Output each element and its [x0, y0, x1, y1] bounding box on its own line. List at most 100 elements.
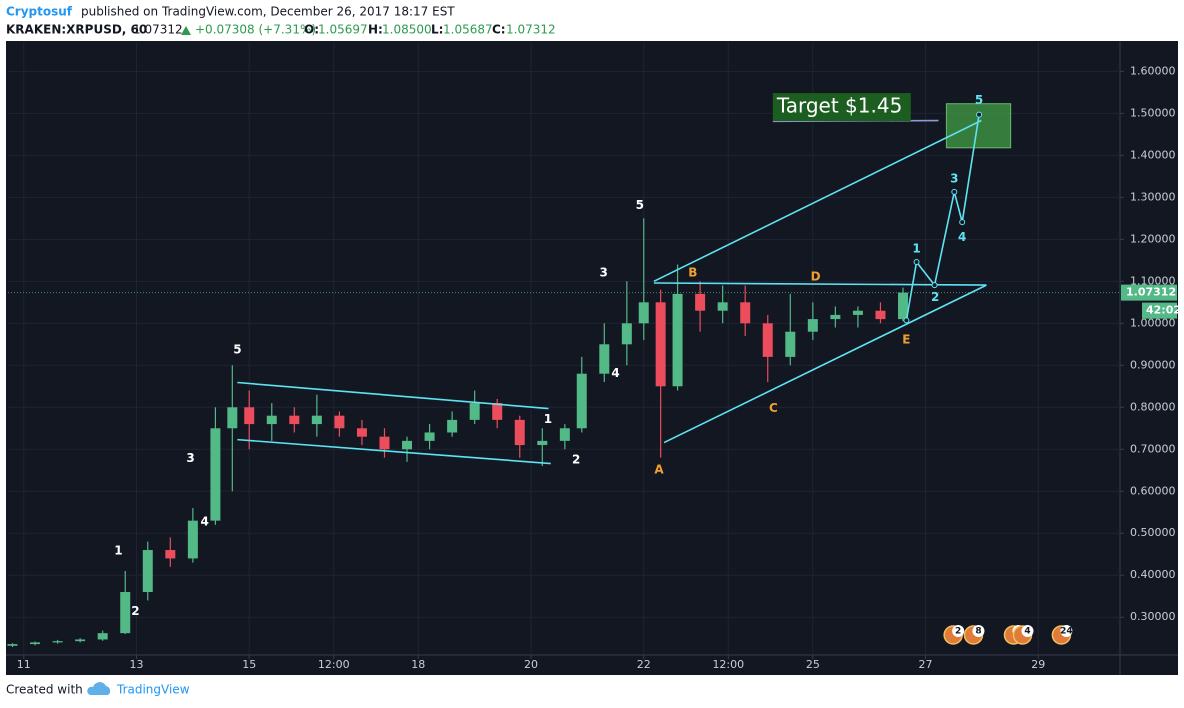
candle-body [165, 550, 176, 559]
candle-body [289, 415, 300, 425]
candle-body [210, 428, 221, 521]
wave-label: 5 [975, 93, 983, 107]
event-count: 8 [975, 627, 981, 637]
candle-body [97, 633, 108, 640]
x-tick-label: 18 [411, 658, 425, 671]
y-tick-label: 1.50000 [1130, 106, 1176, 119]
event-count: 2 [955, 627, 961, 637]
x-tick-label: 15 [242, 658, 256, 671]
candle-body [52, 641, 63, 643]
candle-body [30, 642, 41, 645]
y-tick-label: 0.40000 [1130, 568, 1176, 581]
candle-body [559, 428, 570, 441]
drawing-line [653, 282, 987, 286]
drawing-line [663, 284, 987, 444]
symbol: KRAKEN:XRPUSD, 60 [6, 23, 147, 37]
y-tick-label: 1.60000 [1130, 64, 1176, 77]
candle-body [695, 293, 706, 311]
wave-point [931, 282, 938, 289]
wave-label: 3 [600, 265, 608, 279]
candle-body [807, 319, 818, 332]
x-tick-label: 22 [637, 658, 651, 671]
x-tick-label: 11 [17, 658, 31, 671]
countdown-label: 42:02 [1146, 304, 1181, 317]
change: +0.07308 (+7.31%) [195, 23, 316, 37]
x-tick-label: 12:00 [712, 658, 744, 671]
footer-text: Created with [6, 683, 83, 697]
wave-point [903, 317, 910, 324]
wave-label: C [769, 401, 778, 415]
candle-body [75, 639, 86, 642]
wave-point [959, 219, 966, 226]
event-count: 4 [1024, 627, 1030, 637]
wave-label: B [688, 265, 697, 279]
target-zone [945, 103, 1012, 149]
wave-label: A [654, 462, 664, 476]
candle-body [740, 302, 751, 324]
candle-body [120, 592, 131, 634]
candle-body [379, 436, 390, 450]
y-tick-label: 0.80000 [1130, 400, 1176, 413]
candle-body [785, 331, 796, 357]
candle-body [537, 440, 548, 446]
ohlc-label: O: [304, 23, 319, 37]
ohlc-label: H: [368, 23, 383, 37]
x-tick-label: 27 [919, 658, 933, 671]
wave-label: 1 [114, 543, 122, 557]
y-tick-label: 1.40000 [1130, 148, 1176, 161]
candle-body [852, 310, 863, 315]
candle-body [638, 302, 649, 324]
candle-body [514, 419, 525, 446]
up-arrow-icon [181, 26, 191, 35]
candle-body [311, 415, 322, 425]
candle-body [424, 432, 435, 441]
y-tick-label: 1.20000 [1130, 232, 1176, 245]
author-link[interactable]: Cryptosuf [6, 5, 73, 19]
candle-body [672, 293, 683, 387]
candle-body [244, 407, 255, 425]
candle-body [7, 644, 18, 646]
candle-body [447, 419, 458, 433]
candle-body [227, 407, 238, 429]
last-price: 1.07312 [133, 23, 183, 37]
y-tick-label: 0.60000 [1130, 484, 1176, 497]
x-tick-label: 25 [806, 658, 820, 671]
candle-body [492, 403, 503, 420]
tradingview-logo [87, 682, 111, 695]
x-tick-label: 20 [524, 658, 538, 671]
event-badge [1021, 625, 1034, 637]
candle-body [187, 520, 198, 559]
ohlc-label: C: [492, 23, 506, 37]
y-tick-label: 1.30000 [1130, 190, 1176, 203]
countdown-tag [1142, 302, 1177, 319]
wave-label: 3 [950, 171, 958, 185]
drawing-line [237, 381, 549, 410]
ohlc-value: 1.05687 [443, 23, 493, 37]
wave-label: 1 [544, 412, 552, 426]
candle-body [717, 302, 728, 311]
drawing-line [653, 119, 982, 283]
x-tick-label: 13 [130, 658, 144, 671]
target-label-bg [772, 93, 911, 122]
candle-body [576, 373, 587, 429]
x-tick-label: 12:00 [318, 658, 350, 671]
candle-body [762, 323, 773, 357]
wave-label: 4 [201, 514, 209, 528]
candle-body [830, 314, 841, 320]
event-badge [972, 625, 985, 637]
candle-body [402, 440, 413, 450]
ohlc-value: 1.08500 [382, 23, 432, 37]
drawing-line [905, 114, 980, 321]
candle-body [655, 302, 666, 387]
wave-label: 1 [912, 241, 920, 255]
y-tick-label: 1.00000 [1130, 316, 1176, 329]
candle-body [142, 550, 153, 593]
event-badge [952, 625, 965, 637]
wave-label: 4 [611, 366, 619, 380]
candle-body [469, 403, 480, 420]
target-label: Target $1.45 [776, 94, 903, 118]
footer-brand[interactable]: TradingView [116, 683, 190, 697]
published-text: published on TradingView.com, December 2… [81, 5, 455, 19]
